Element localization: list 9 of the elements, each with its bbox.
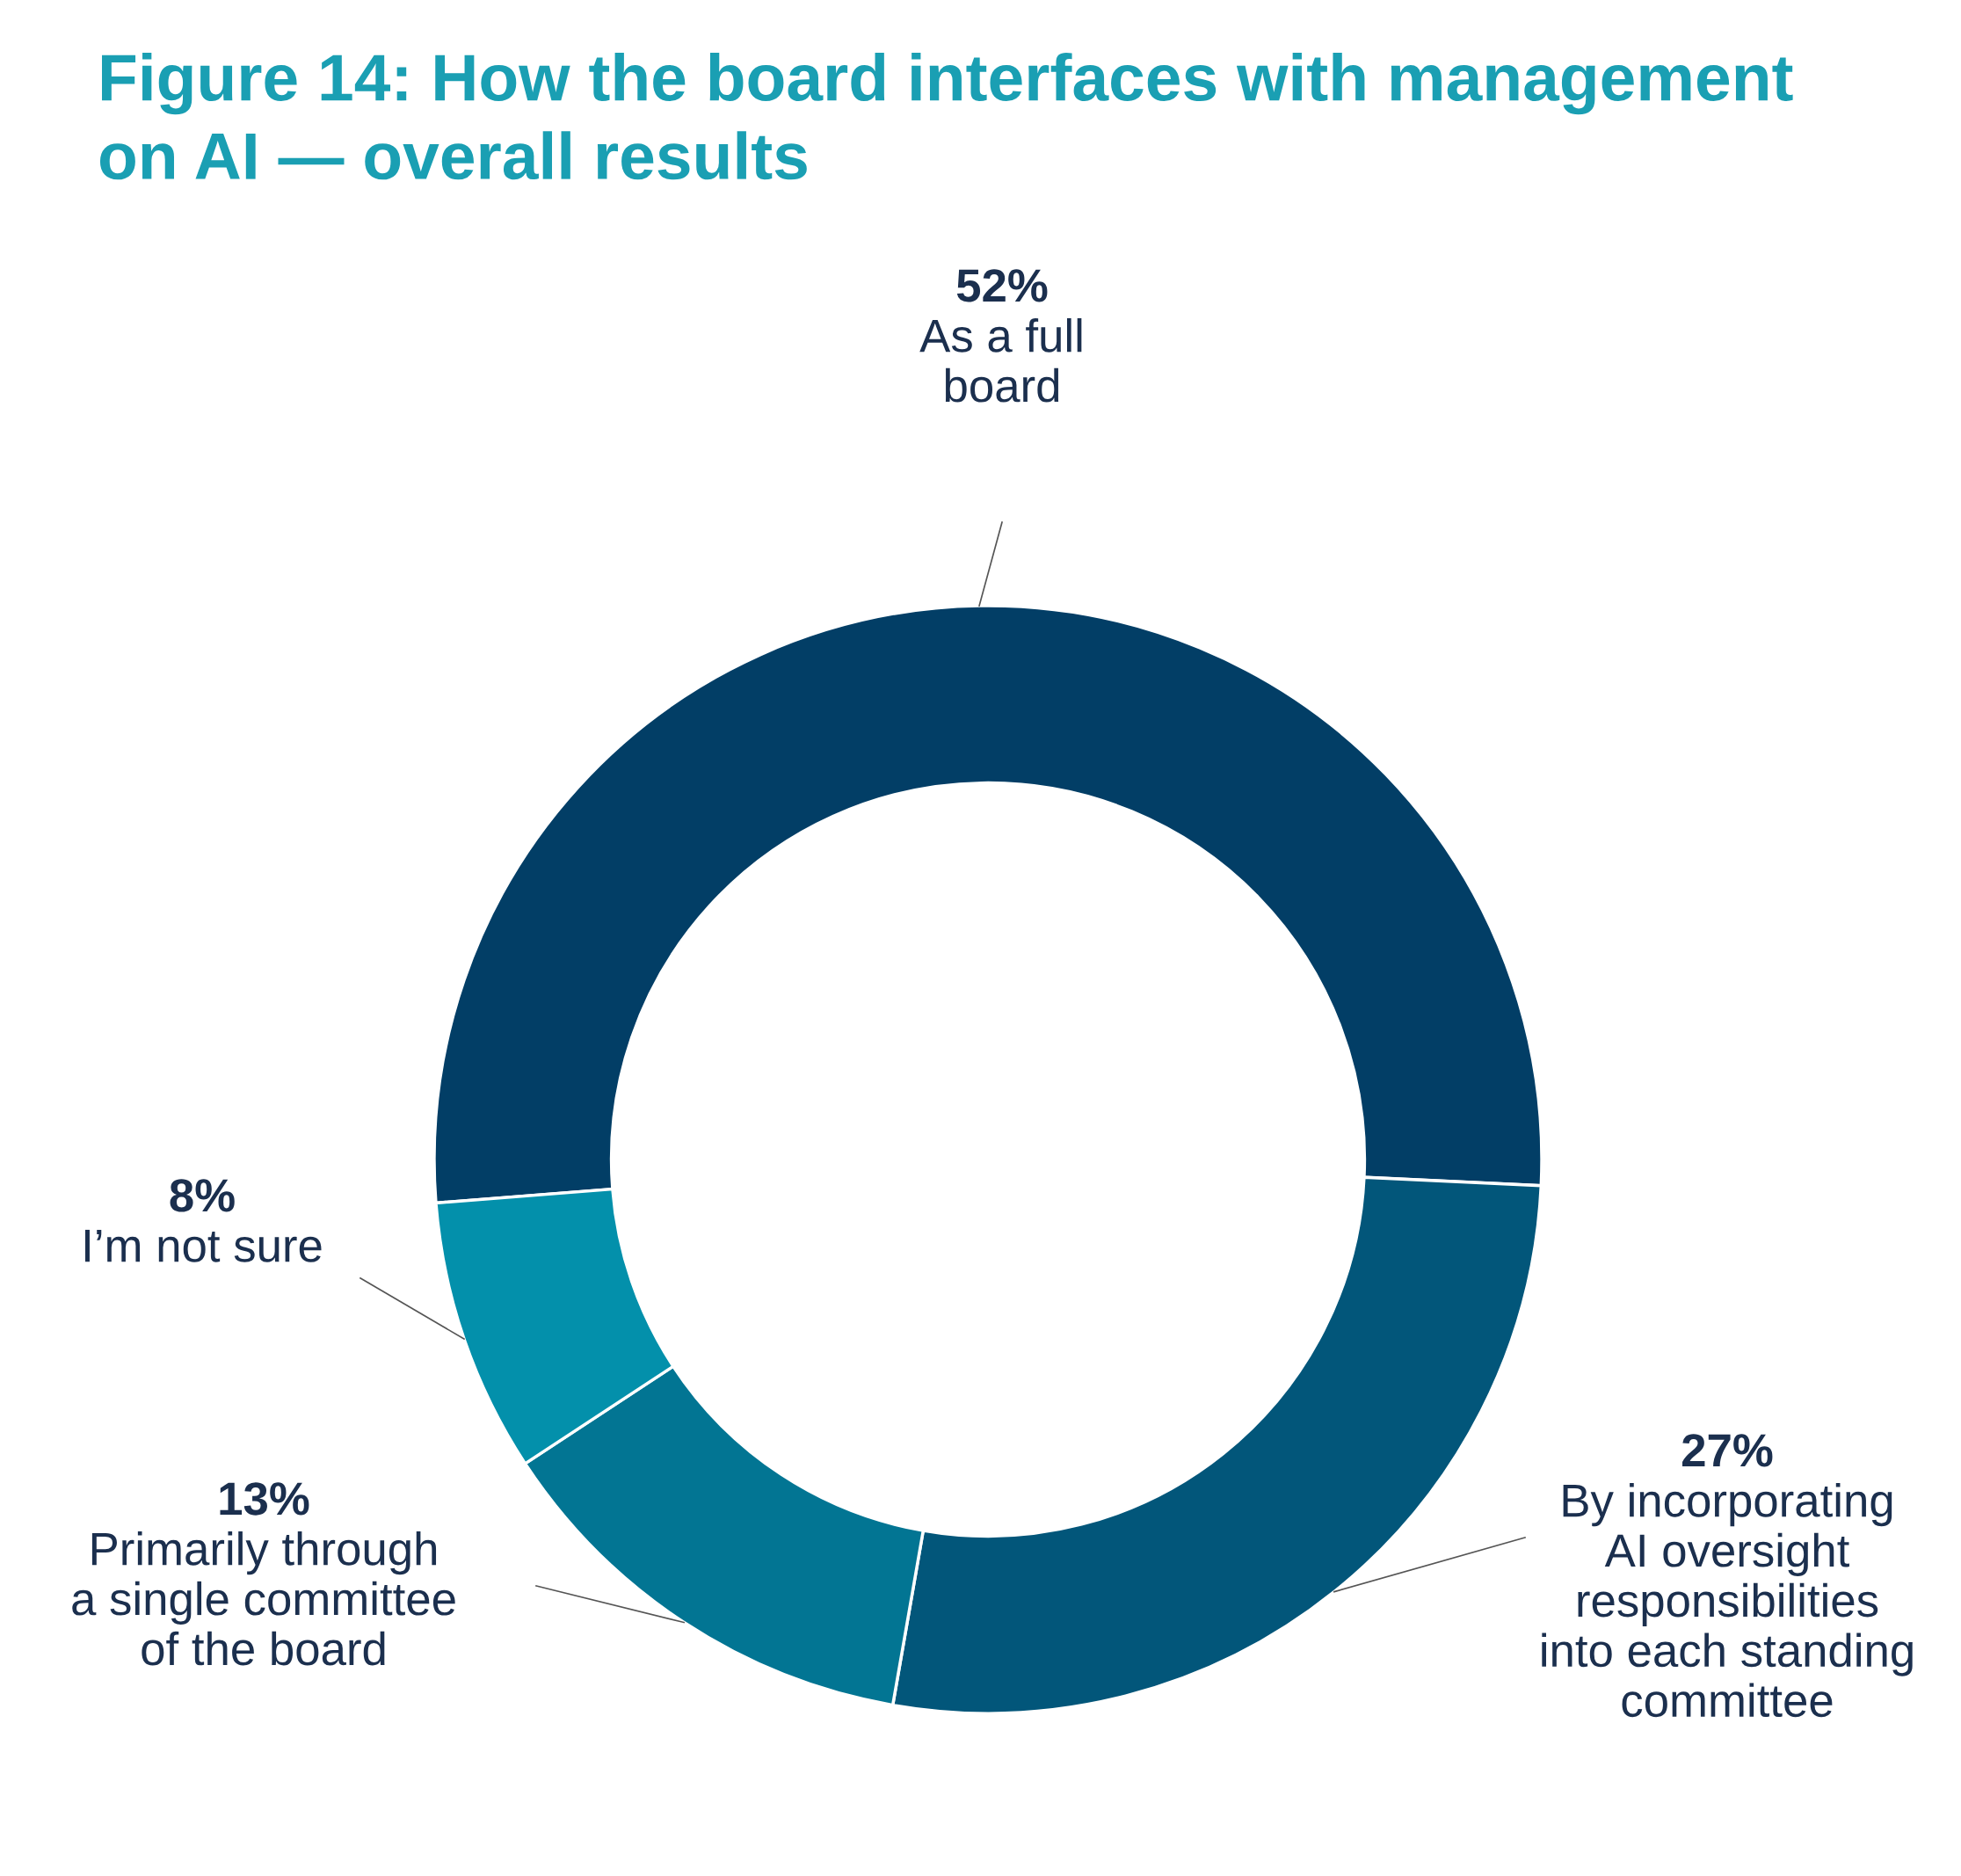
- data-label: 13%: [220, 1482, 309, 1516]
- data-label: 8%: [170, 1179, 235, 1212]
- slice-label: As a full board: [919, 318, 1082, 403]
- data-label: 27%: [1682, 1434, 1773, 1467]
- slice-label: Primarily through a single committee of the board: [72, 1531, 455, 1666]
- slice-label: By incorporating AI oversight responsibilities into each standing committee: [1542, 1483, 1913, 1718]
- slice-label: I’m not sure: [85, 1229, 322, 1262]
- chart-title: Figure 14: How the board interfaces with management on AI — overall results: [99, 53, 1793, 180]
- data-label: 52%: [956, 269, 1048, 302]
